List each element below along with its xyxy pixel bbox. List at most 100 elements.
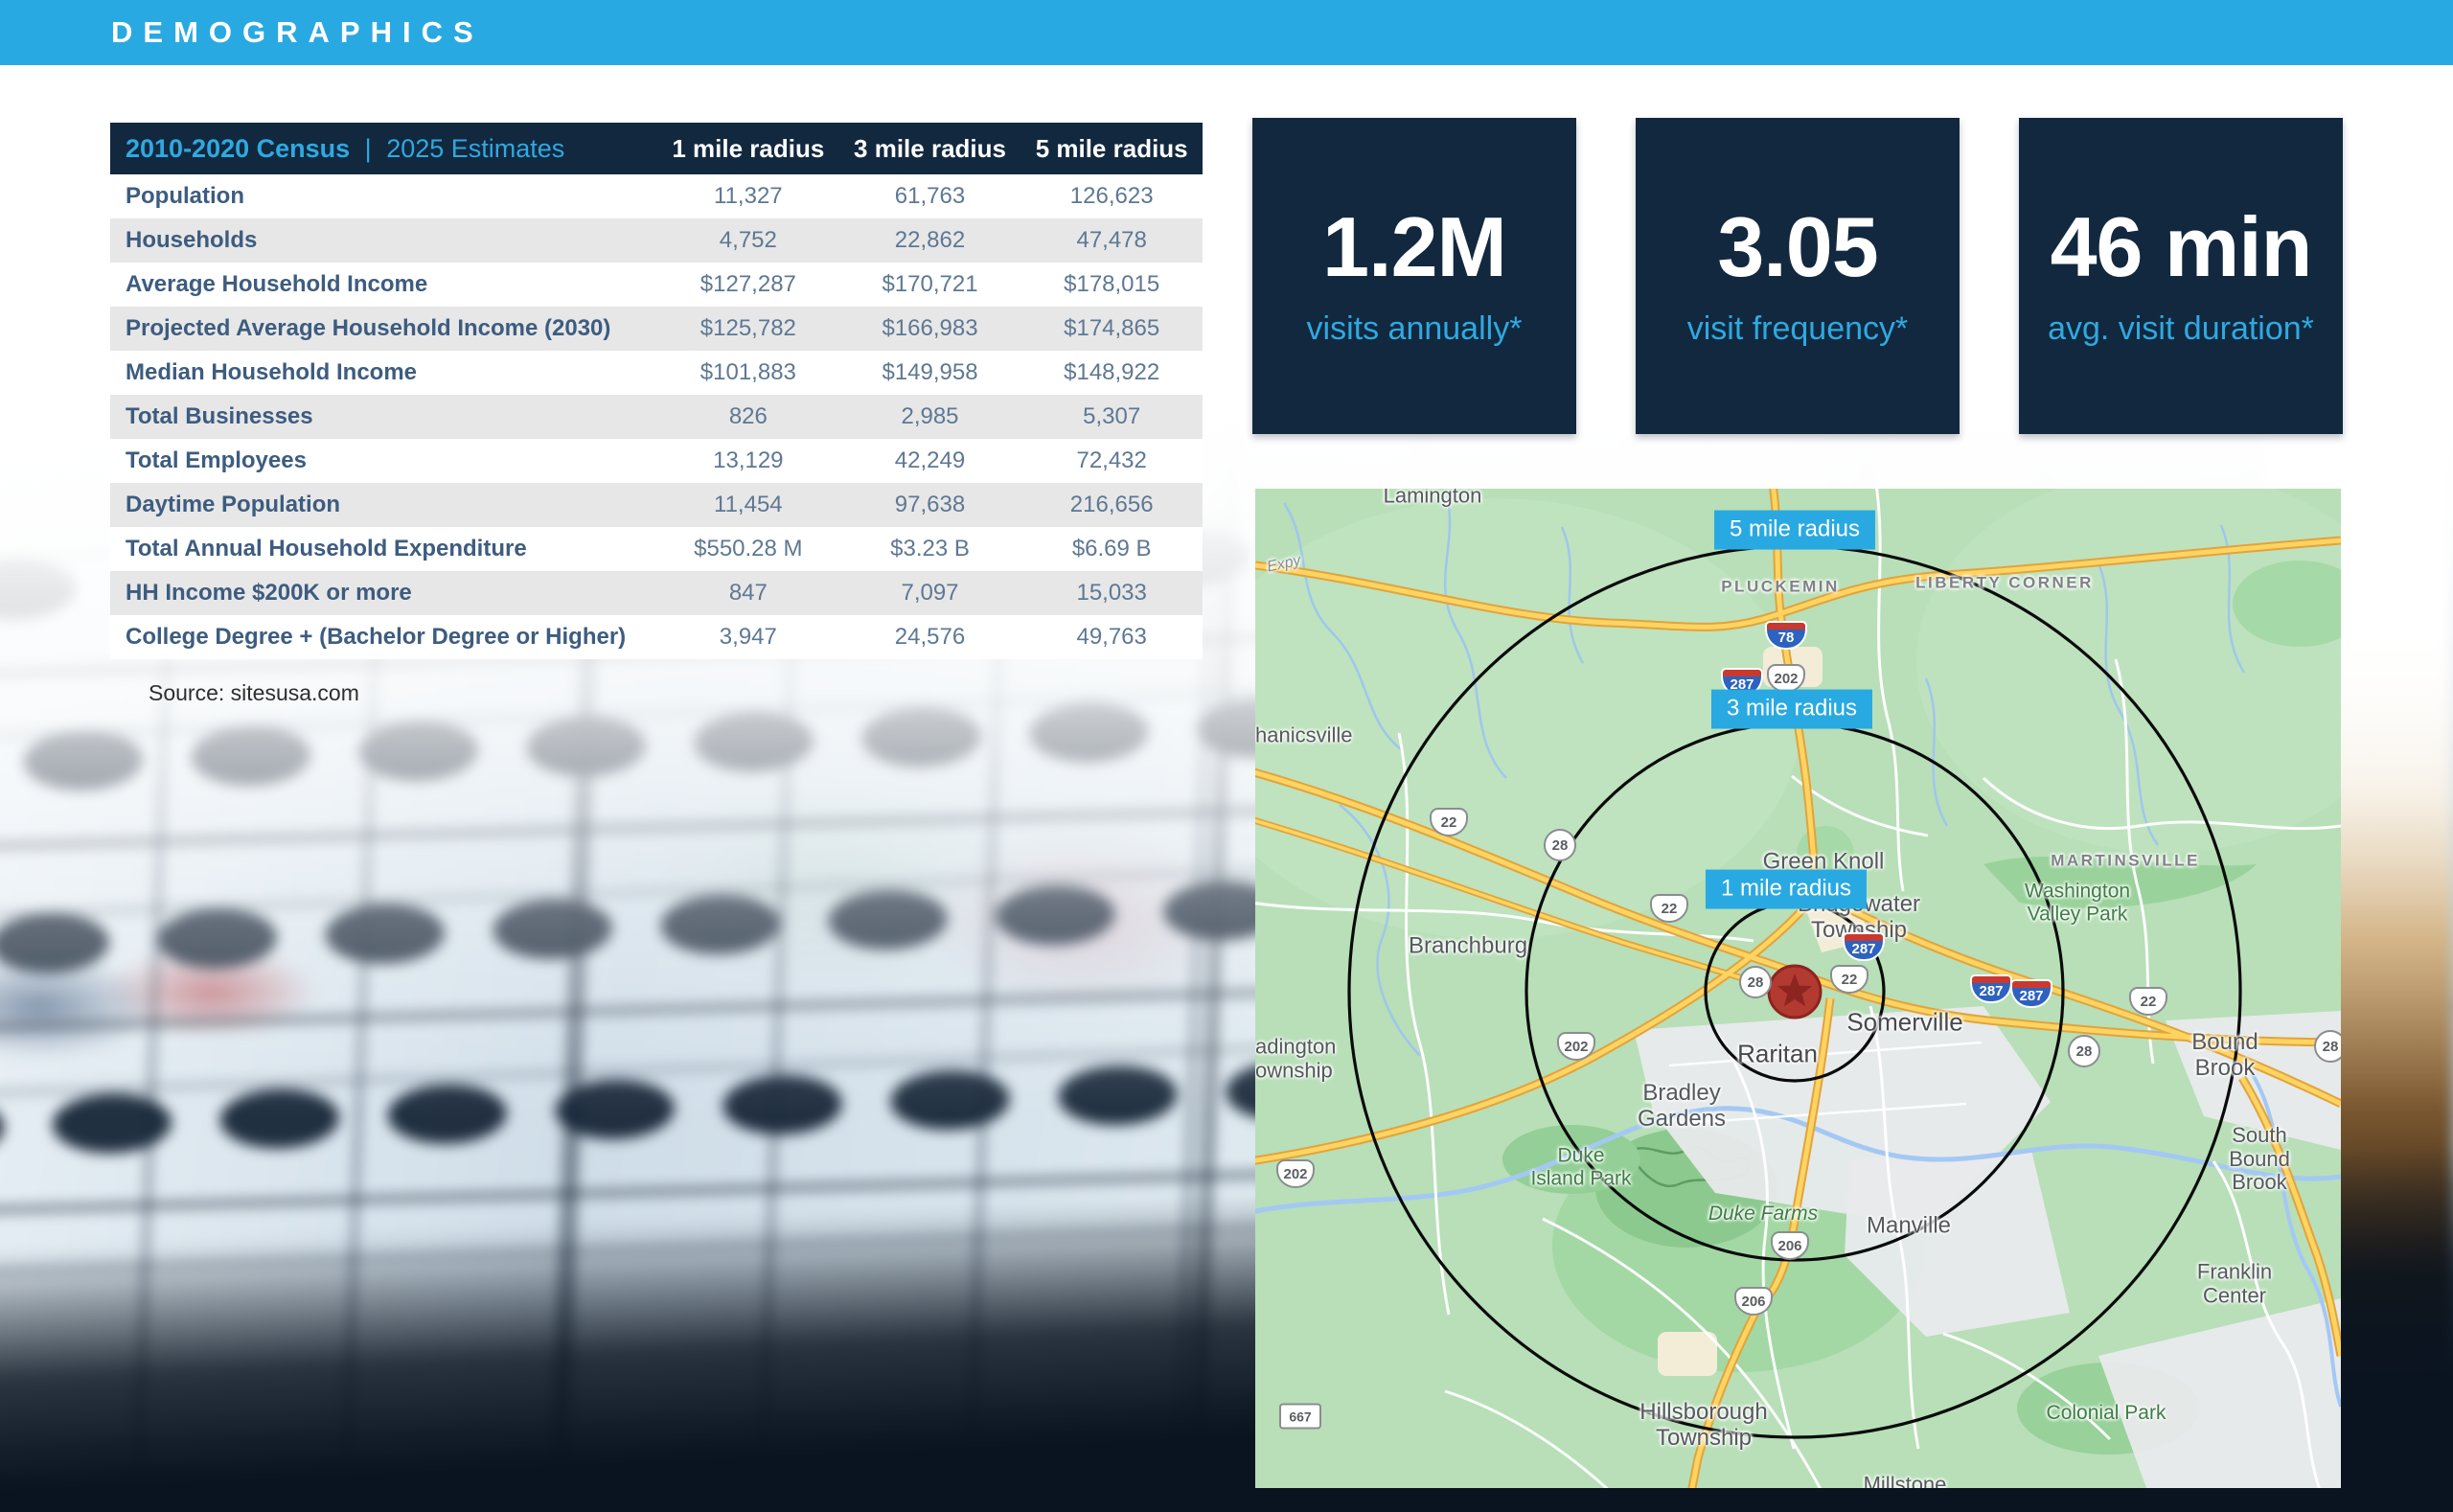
row-label: Total Annual Household Expenditure: [126, 536, 527, 561]
map-park-colonial: Colonial Park: [2046, 1402, 2166, 1425]
route-shield: 287: [2010, 979, 2052, 1008]
row-value-1-mile: 826: [728, 403, 768, 429]
table-row: Average Household Income $127,287 $170,7…: [110, 263, 1203, 307]
stat-value: 3.05: [1717, 198, 1878, 294]
row-label: Median Household Income: [126, 359, 418, 385]
row-value-3-mile: 24,576: [894, 624, 966, 650]
row-label: Total Businesses: [126, 403, 313, 429]
stat-card: 1.2M visits annually*: [1252, 118, 1576, 434]
row-value-5-mile: $174,865: [1064, 315, 1160, 341]
column-header-3-mile: 3 mile radius: [854, 133, 1006, 163]
route-shield: 28: [1544, 829, 1576, 861]
map-town-somerville: Somerville: [1846, 1007, 1963, 1037]
route-shield: 206: [1771, 1231, 1809, 1260]
row-value-5-mile: 216,656: [1069, 492, 1154, 517]
radius-chip-3-mile: 3 mile radius: [1710, 689, 1873, 729]
map-town-bound-brook: Bound Brook: [2191, 1029, 2258, 1081]
map-town-liberty-corner: LIBERTY CORNER: [1915, 573, 2094, 592]
column-header-5-mile: 5 mile radius: [1035, 133, 1188, 163]
row-value-3-mile: 42,249: [894, 447, 966, 473]
stat-card: 3.05 visit frequency*: [1636, 118, 1960, 434]
row-label: Households: [126, 227, 258, 253]
route-shield: 667: [1279, 1403, 1321, 1430]
row-value-3-mile: 2,985: [901, 403, 959, 429]
row-value-3-mile: 7,097: [901, 580, 959, 606]
stat-value: 1.2M: [1322, 198, 1507, 294]
route-shield: 22: [1430, 808, 1468, 836]
radius-chip-5-mile: 5 mile radius: [1713, 510, 1876, 550]
map-park-duke-island: Duke Island Park: [1530, 1144, 1632, 1189]
row-value-5-mile: $178,015: [1064, 271, 1160, 297]
row-label: HH Income $200K or more: [126, 580, 412, 606]
row-value-1-mile: 4,752: [719, 227, 777, 253]
map-town-manville: Manville: [1866, 1212, 1952, 1239]
table-row: Total Employees 13,129 42,249 72,432: [110, 439, 1203, 483]
demographics-table: 2010-2020 Census | 2025 Estimates 1 mile…: [110, 123, 1203, 706]
route-shield: 28: [1739, 966, 1772, 998]
table-row: Daytime Population 11,454 97,638 216,656: [110, 483, 1203, 527]
row-label: College Degree + (Bachelor Degree or Hig…: [126, 624, 627, 650]
row-value-5-mile: 15,033: [1076, 580, 1147, 606]
row-value-5-mile: $6.69 B: [1071, 536, 1152, 561]
table-body: Population 11,327 61,763 126,623 Househo…: [110, 174, 1203, 659]
route-shield: 22: [1650, 894, 1688, 923]
row-value-1-mile: 11,454: [714, 492, 783, 517]
map-town-lamington: Lamington: [1383, 489, 1482, 508]
table-row: HH Income $200K or more 847 7,097 15,033: [110, 571, 1203, 615]
row-value-3-mile: $149,958: [882, 359, 978, 385]
table-row: Population 11,327 61,763 126,623: [110, 174, 1203, 218]
route-shield: 287: [1843, 932, 1885, 961]
map-town-franklin-center: Franklin Center: [2196, 1259, 2273, 1307]
table-title-census: 2010-2020 Census: [126, 133, 351, 163]
stat-label: visit frequency*: [1686, 309, 1909, 347]
row-value-1-mile: 3,947: [719, 624, 777, 650]
route-shield: 28: [2068, 1035, 2100, 1067]
row-value-1-mile: 13,129: [713, 447, 784, 473]
row-value-1-mile: 847: [728, 580, 768, 606]
table-row: Households 4,752 22,862 47,478: [110, 218, 1203, 263]
table-title: 2010-2020 Census | 2025 Estimates: [110, 134, 657, 164]
row-label: Projected Average Household Income (2030…: [126, 315, 611, 341]
row-value-1-mile: $125,782: [699, 315, 796, 341]
page-header: DEMOGRAPHICS: [0, 0, 2453, 65]
row-value-3-mile: $3.23 B: [890, 536, 970, 561]
route-shield: 22: [1830, 965, 1868, 994]
stat-label: visits annually*: [1306, 309, 1523, 347]
row-label: Total Employees: [126, 447, 307, 473]
map-park-washington-valley: Washington Valley Park: [2024, 880, 2131, 925]
row-value-3-mile: $166,983: [882, 315, 978, 341]
map-town-south-bound-brook: South Bound Brook: [2229, 1123, 2290, 1195]
table-row: Total Businesses 826 2,985 5,307: [110, 395, 1203, 439]
row-value-1-mile: $550.28 M: [694, 536, 803, 561]
map-park-duke-farms: Duke Farms: [1708, 1203, 1819, 1226]
stat-label: avg. visit duration*: [2048, 309, 2314, 347]
row-value-3-mile: 61,763: [894, 183, 966, 209]
table-header-row: 2010-2020 Census | 2025 Estimates 1 mile…: [110, 123, 1203, 174]
row-value-5-mile: 47,478: [1076, 227, 1147, 253]
row-value-3-mile: 22,862: [894, 227, 966, 253]
source-note: Source: sitesusa.com: [149, 680, 359, 705]
column-header-1-mile: 1 mile radius: [672, 133, 825, 163]
route-shield: 28: [2314, 1030, 2341, 1063]
row-value-5-mile: 126,623: [1069, 183, 1154, 209]
row-label: Population: [126, 183, 244, 209]
map-town-mechanicsville: hanicsville: [1255, 722, 1353, 747]
map-town-readington: adington ownship: [1255, 1034, 1337, 1082]
route-shield: 22: [2129, 987, 2167, 1016]
table-title-separator: |: [364, 133, 372, 163]
row-value-5-mile: $148,922: [1064, 359, 1160, 385]
table-row: Total Annual Household Expenditure $550.…: [110, 527, 1203, 571]
table-row: Median Household Income $101,883 $149,95…: [110, 351, 1203, 395]
row-label: Average Household Income: [126, 271, 428, 297]
stat-value: 46 min: [2050, 198, 2313, 294]
row-value-1-mile: 11,327: [714, 183, 783, 209]
row-label: Daytime Population: [126, 492, 341, 517]
map-town-millstone: Millstone: [1863, 1472, 1947, 1488]
table-row: College Degree + (Bachelor Degree or Hig…: [110, 615, 1203, 659]
route-shield: 206: [1734, 1287, 1773, 1316]
route-shield: 202: [1557, 1032, 1595, 1061]
map-town-hillsborough: Hillsborough Township: [1639, 1399, 1768, 1451]
row-value-1-mile: $101,883: [699, 359, 796, 385]
row-value-5-mile: 49,763: [1076, 624, 1147, 650]
